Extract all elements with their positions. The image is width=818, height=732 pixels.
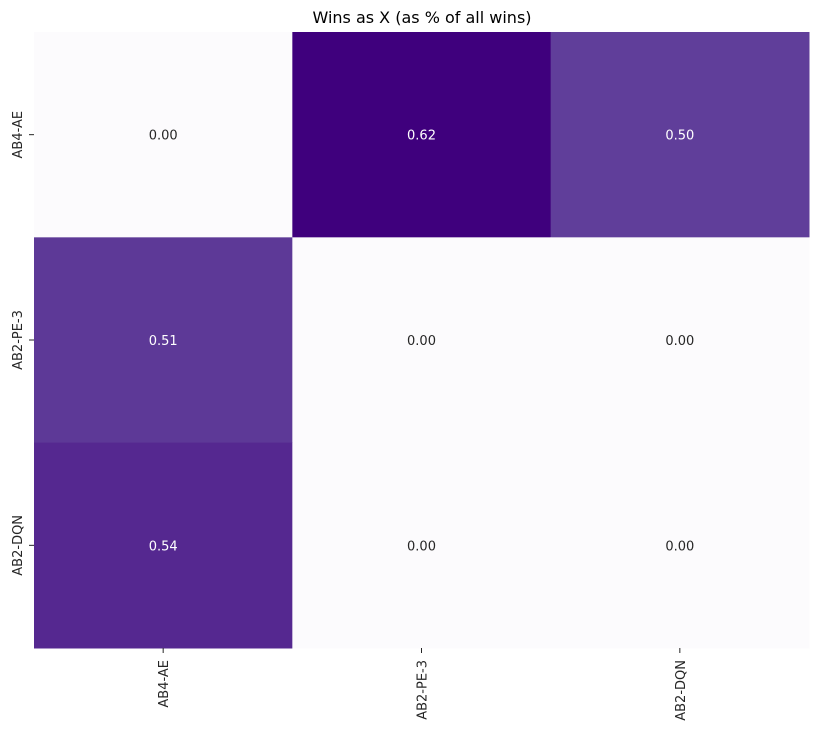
- heatmap-cell-2-1: [292, 442, 552, 649]
- y-tick-label-1: AB2-PE-3: [11, 310, 26, 370]
- heatmap-cells: [34, 32, 810, 649]
- heatmap-cell-2-0: [34, 442, 293, 649]
- y-tick-label-2: AB2-DQN: [11, 515, 26, 576]
- y-tick-label-0: AB4-AE: [11, 111, 26, 159]
- cell-value-label-2-0: 0.54: [149, 539, 178, 554]
- y-axis: AB4-AE AB2-PE-3 AB2-DQN: [11, 111, 34, 576]
- heatmap-cell-1-0: [34, 237, 293, 444]
- heatmap-cell-0-1: [292, 32, 552, 238]
- heatmap-cell-labels: 0.00 0.62 0.50 0.51 0.00 0.00 0.54 0.00 0.00: [149, 129, 695, 555]
- heatmap-cell-0-2: [550, 32, 810, 238]
- cell-value-label-1-1: 0.00: [407, 334, 436, 349]
- chart-title: Wins as X (as % of all wins): [312, 8, 531, 27]
- heatmap-cell-2-2: [550, 442, 810, 649]
- heatmap-cell-0-0: [34, 32, 293, 238]
- cell-value-label-0-1: 0.62: [407, 129, 436, 144]
- cell-value-label-0-0: 0.00: [149, 129, 178, 144]
- x-tick-label-0: AB4-AE: [157, 660, 172, 708]
- x-tick-label-1: AB2-PE-3: [416, 660, 431, 720]
- cell-value-label-0-2: 0.50: [665, 129, 694, 144]
- heatmap-cell-1-2: [550, 237, 810, 444]
- heatmap-cell-1-1: [292, 237, 552, 444]
- x-tick-label-2: AB2-DQN: [674, 660, 689, 721]
- cell-value-label-1-2: 0.00: [665, 334, 694, 349]
- x-axis: AB4-AE AB2-PE-3 AB2-DQN: [157, 648, 689, 721]
- cell-value-label-2-2: 0.00: [665, 539, 694, 554]
- cell-value-label-2-1: 0.00: [407, 539, 436, 554]
- cell-value-label-1-0: 0.51: [149, 334, 178, 349]
